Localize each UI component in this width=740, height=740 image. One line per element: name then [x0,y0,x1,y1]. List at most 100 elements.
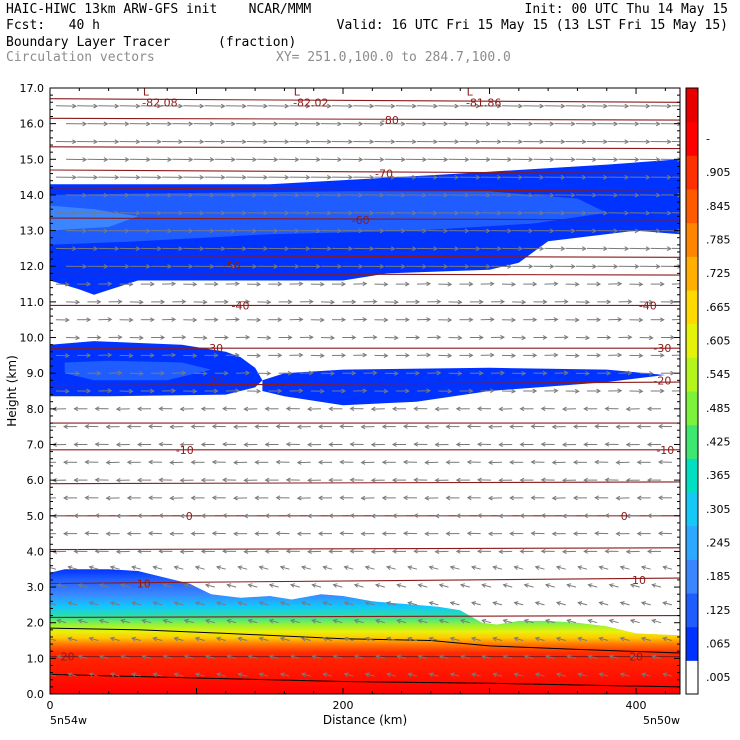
circulation-vector-413 [50,426,56,428]
circulation-vector-109 [481,618,492,624]
circulation-vector-695 [405,264,428,269]
circulation-vector-215 [222,548,237,554]
circulation-vector-286 [476,513,492,518]
circulation-vector-968 [565,103,587,109]
circulation-vector-412 [646,442,661,447]
circulation-vector-297 [84,495,99,501]
circulation-vector-966 [523,103,545,109]
circulation-vector-315 [466,495,481,501]
circulation-vector-748 [278,228,300,234]
circulation-vector-7 [194,672,205,677]
circulation-vector-492 [480,388,495,394]
circulation-vector-397 [328,442,343,447]
circulation-vector-961 [416,103,439,109]
circulation-vector-698 [469,264,491,269]
circulation-vector-179 [88,565,99,570]
isotherm-label-10: -30 [653,342,671,355]
circulation-vector-222 [370,549,385,554]
circulation-vector-603 [332,317,347,323]
circulation-vector-12 [300,672,311,677]
circulation-vector-545 [353,352,368,358]
circulation-vector-351 [604,477,619,483]
circulation-vector-622 [108,299,123,305]
isotherm-0 [50,98,680,103]
circulation-vector-735 [629,246,651,252]
circulation-vector-302 [190,495,205,501]
circulation-vector-131 [322,601,333,606]
circulation-vector-870 [363,157,385,162]
circulation-vector-558 [629,353,644,358]
circulation-vector-903 [438,139,460,145]
circulation-vector-86 [619,636,630,642]
circulation-vector-528 [618,370,633,376]
circulation-vector-257 [487,531,503,537]
circulation-vector-10 [258,672,269,677]
circulation-vector-595 [162,317,177,322]
circulation-vector-729 [501,246,524,252]
circulation-vector-47 [417,654,428,660]
circulation-vector-95 [183,618,194,624]
circulation-vector-349 [561,477,577,483]
circulation-vector-938 [554,121,576,127]
circulation-vector-823 [618,192,640,198]
circulation-vector-127 [237,601,248,606]
circulation-vector-644 [575,299,591,305]
circulation-vector-98 [247,618,258,624]
circulation-vector-955 [289,103,311,109]
circulation-vector-550 [459,352,474,358]
circulation-vector-929 [363,121,385,127]
circulation-vector-204 [619,565,630,570]
circulation-vector-601 [289,317,304,322]
circulation-vector-438 [572,424,587,430]
circulation-vector-894 [247,139,269,145]
circulation-vector-867 [299,157,321,162]
circulation-vector-399 [370,442,385,448]
circulation-vector-819 [533,192,555,198]
circulation-vector-636 [406,299,421,305]
circulation-vector-103 [353,618,364,624]
circulation-vector-656 [204,281,219,287]
circulation-vector-378 [551,460,566,465]
circulation-vector-577 [406,335,421,340]
circulation-vector-190 [322,565,333,570]
circulation-vector-272 [179,513,194,519]
circulation-vector-14 [343,672,354,677]
circulation-vector-300 [148,495,163,501]
circulation-vector-88 [662,636,673,642]
circulation-vector-507 [172,370,187,376]
boundary-layer-isoline [50,627,680,654]
mid-tracer-layer-east [262,367,666,406]
circulation-vector-515 [342,370,357,376]
circulation-vector-505 [129,371,144,376]
circulation-vector-476 [140,388,155,394]
circulation-vector-362 [211,459,226,465]
circulation-vector-678 [671,283,680,285]
circulation-vector-173 [587,583,598,588]
circulation-vector-572 [299,334,314,340]
circulation-vector-820 [554,192,576,198]
circulation-vector-70 [279,636,290,642]
circulation-vector-667 [438,281,453,287]
circulation-vector-504 [108,370,123,376]
circulation-vector-25 [577,672,588,677]
circulation-vector-809 [320,192,343,198]
circulation-vector-19 [449,672,460,677]
circulation-vector-134 [385,601,396,606]
circulation-vector-359 [148,459,163,465]
circulation-vector-904 [459,139,481,145]
circulation-vector-479 [204,388,219,394]
circulation-vector-883 [639,157,661,162]
circulation-vector-361 [190,459,205,465]
circulation-vector-478 [183,388,198,394]
circulation-vector-784 [416,210,439,216]
circulation-vector-712 [140,246,162,252]
circulation-vector-480 [225,388,240,394]
circulation-vector-687 [236,264,258,269]
circulation-vector-691 [320,264,343,269]
circulation-vector-259 [530,531,545,536]
circulation-vector-741 [129,228,151,234]
circulation-vector-71 [300,636,311,642]
circulation-vector-89 [56,618,67,624]
circulation-vector-934 [469,121,491,127]
circulation-vector-15 [364,672,375,677]
